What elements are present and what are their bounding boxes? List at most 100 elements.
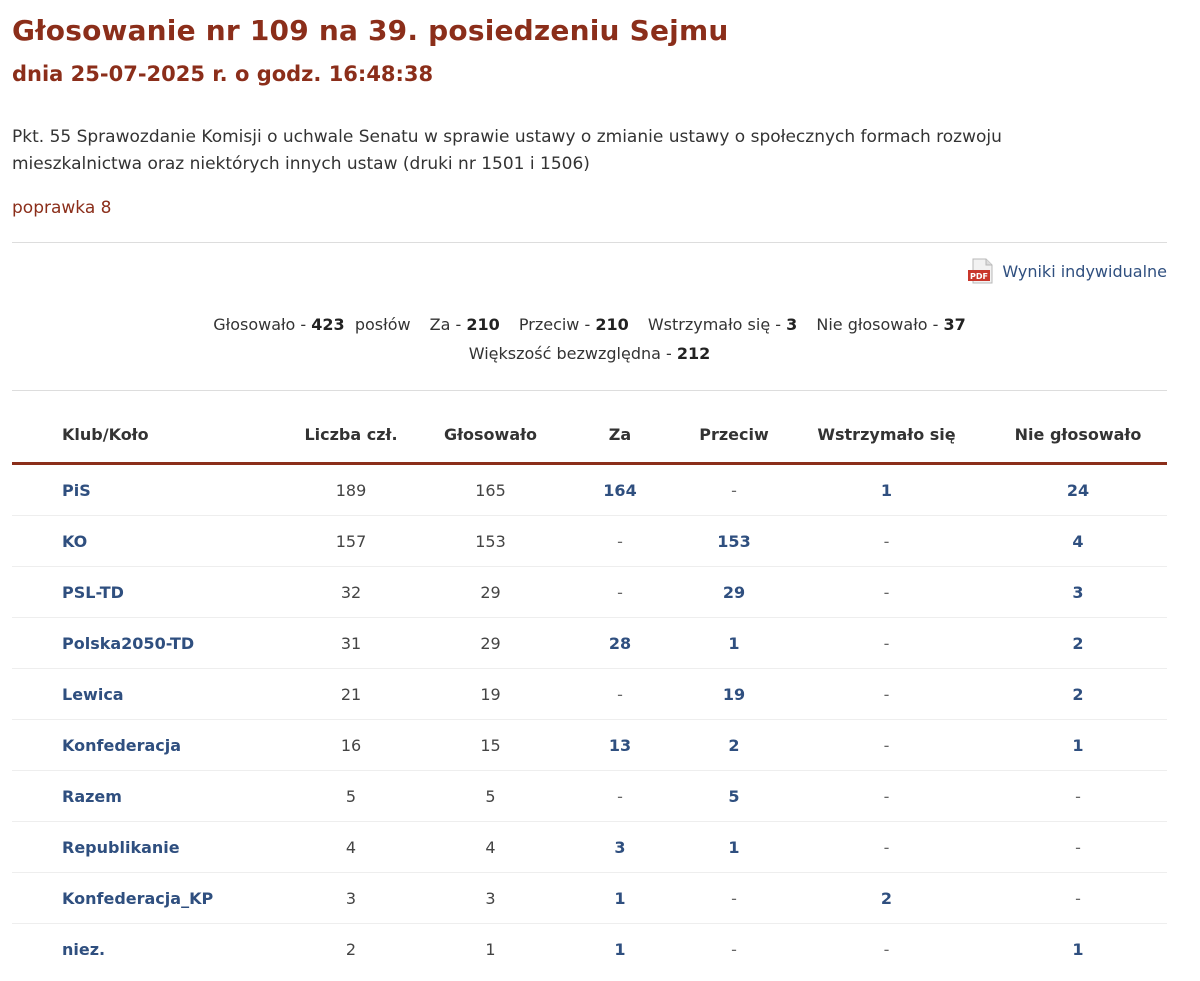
against-count: 210	[595, 315, 629, 334]
page-title: Głosowanie nr 109 na 39. posiedzeniu Sej…	[12, 14, 729, 47]
cell-abstained: -	[784, 617, 989, 669]
cell-abstained: -	[883, 939, 890, 959]
cell-voted: 5	[425, 770, 556, 822]
table-row: Konfederacja_KP 3 3 1-2-	[12, 872, 1167, 924]
table-row: Lewica 21 19-19-2	[12, 668, 1167, 720]
col-header-members[interactable]: Liczba czł.	[277, 410, 425, 465]
vote-summary: Głosowało - 423 posłów Za - 210 Przeciw …	[12, 310, 1167, 368]
cell-voted: 1	[485, 939, 496, 959]
cell-against: -	[684, 463, 784, 516]
col-header-abstained[interactable]: Wstrzymało się	[784, 410, 989, 465]
cell-members: 32	[277, 566, 425, 618]
club-name-link[interactable]: Polska2050-TD	[12, 617, 277, 669]
col-header-for[interactable]: Za	[556, 410, 684, 465]
table-row: Republikanie 4 4 3 1- -	[12, 821, 1167, 873]
club-name-link[interactable]: niez.	[62, 939, 106, 959]
col-header-not-voted[interactable]: Nie głosowało	[989, 410, 1167, 465]
cell-members: 21	[277, 668, 425, 720]
page-subtitle: dnia 25-07-2025 r. o godz. 16:48:38	[12, 62, 434, 86]
cell-abstained: -	[784, 719, 989, 771]
club-name-link[interactable]: PiS	[12, 463, 277, 516]
cell-for[interactable]: 13	[556, 719, 684, 771]
table-row: PSL-TD 32 29-29-3	[12, 566, 1167, 618]
pdf-icon: PDF	[968, 258, 993, 284]
col-header-club[interactable]: Klub/Koło	[12, 410, 277, 465]
table-row: Razem 5 5-5- -	[12, 770, 1167, 822]
cell-against[interactable]: 1	[684, 821, 784, 873]
cell-for[interactable]: 3	[556, 821, 684, 873]
col-header-against[interactable]: Przeciw	[684, 410, 784, 465]
cell-for[interactable]: 28	[556, 617, 684, 669]
not-voted-count: 37	[943, 315, 966, 334]
table-row: Konfederacja 16 15 13 2-1	[12, 719, 1167, 771]
cell-for: -	[556, 515, 684, 567]
club-name-link[interactable]: PSL-TD	[12, 566, 277, 618]
cell-abstained: -	[784, 515, 989, 567]
cell-voted: 153	[425, 515, 556, 567]
cell-against[interactable]: 5	[684, 770, 784, 822]
cell-for: -	[556, 566, 684, 618]
divider	[12, 242, 1167, 243]
summary-line-2: Większość bezwzględna - 212	[468, 344, 711, 363]
cell-against[interactable]: 1	[684, 617, 784, 669]
cell-members: 16	[277, 719, 425, 771]
cell-not-voted[interactable]: 3	[989, 566, 1167, 618]
club-name-link[interactable]: Lewica	[12, 668, 277, 720]
divider	[12, 390, 1167, 391]
club-name-link[interactable]: KO	[12, 515, 277, 567]
cell-members: 4	[277, 821, 425, 873]
cell-against[interactable]: 29	[684, 566, 784, 618]
cell-not-voted[interactable]: 2	[989, 617, 1167, 669]
summary-line-1: Głosowało - 423 posłów Za - 210 Przeciw …	[213, 315, 966, 334]
individual-results-label[interactable]: Wyniki indywidualne	[1002, 261, 1167, 281]
club-name-link[interactable]: Konfederacja	[12, 719, 277, 771]
table-header-row: Klub/Koło Liczba czł. Głosowało Za Przec…	[12, 410, 1167, 465]
cell-for[interactable]: 1	[614, 939, 626, 959]
cell-not-voted[interactable]: 1	[989, 719, 1167, 771]
cell-for: -	[556, 770, 684, 822]
cell-not-voted[interactable]: 1	[1072, 939, 1084, 959]
cell-for[interactable]: 164	[556, 463, 684, 516]
cell-voted: 3	[425, 872, 556, 924]
club-name-link[interactable]: Konfederacja_KP	[12, 872, 277, 924]
cell-abstained[interactable]: 1	[784, 463, 989, 516]
cell-for[interactable]: 1	[556, 872, 684, 924]
abstained-count: 3	[786, 315, 798, 334]
svg-text:PDF: PDF	[970, 272, 988, 281]
cell-voted: 165	[425, 463, 556, 516]
voted-count: 423	[311, 315, 345, 334]
cell-members: 157	[277, 515, 425, 567]
cell-against[interactable]: 2	[684, 719, 784, 771]
cell-not-voted: -	[989, 872, 1167, 924]
cell-not-voted[interactable]: 4	[989, 515, 1167, 567]
cell-not-voted: -	[989, 770, 1167, 822]
table-row: PiS 189 165 164-1 24	[12, 463, 1167, 516]
cell-against[interactable]: 19	[684, 668, 784, 720]
cell-voted: 29	[425, 617, 556, 669]
cell-against: -	[684, 872, 784, 924]
cell-abstained[interactable]: 2	[784, 872, 989, 924]
for-count: 210	[466, 315, 500, 334]
club-name-link[interactable]: Razem	[12, 770, 277, 822]
voting-description: Pkt. 55 Sprawozdanie Komisji o uchwale S…	[12, 127, 1002, 174]
cell-abstained: -	[784, 668, 989, 720]
table-row: KO 157 153-153-4	[12, 515, 1167, 567]
table-row: Polska2050-TD 31 29 28 1-2	[12, 617, 1167, 669]
club-name-link[interactable]: Republikanie	[12, 821, 277, 873]
cell-voted: 4	[425, 821, 556, 873]
cell-not-voted[interactable]: 24	[989, 463, 1167, 516]
cell-voted: 29	[425, 566, 556, 618]
cell-not-voted: -	[989, 821, 1167, 873]
majority-count: 212	[676, 344, 711, 363]
cell-against[interactable]: 153	[684, 515, 784, 567]
individual-results-link[interactable]: PDF Wyniki indywidualne	[967, 258, 1167, 284]
cell-abstained: -	[784, 770, 989, 822]
col-header-voted[interactable]: Głosowało	[425, 410, 556, 465]
cell-members: 31	[277, 617, 425, 669]
cell-not-voted[interactable]: 2	[989, 668, 1167, 720]
cell-abstained: -	[784, 821, 989, 873]
cell-members: 2	[345, 939, 357, 959]
cell-voted: 15	[425, 719, 556, 771]
cell-abstained: -	[784, 566, 989, 618]
cell-members: 3	[277, 872, 425, 924]
